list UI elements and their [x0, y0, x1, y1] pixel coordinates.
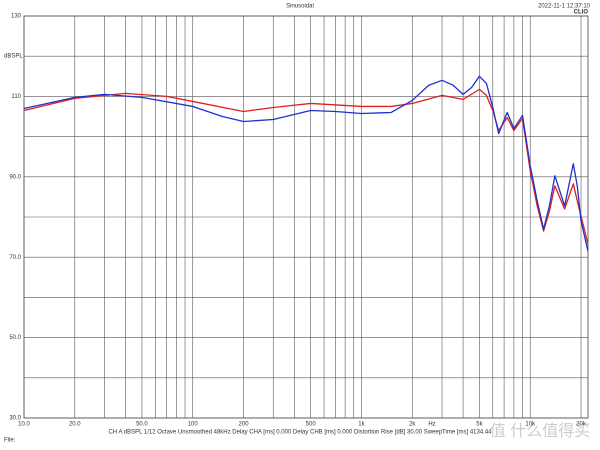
x-axis-unit: Hz — [428, 422, 435, 428]
footer: CH A dBSPL 1/12 Octave Unsmoothed 48kHz … — [108, 430, 492, 436]
y-tick-label: 110 — [11, 94, 21, 100]
y-axis-label: dBSPL — [4, 54, 23, 60]
y-tick-label: 130 — [11, 14, 22, 20]
file-label: File: — [4, 438, 16, 444]
x-tick-label: 50.0 — [136, 422, 148, 428]
y-tick-label: 50.0 — [9, 335, 21, 341]
chart-title: Sinusoidal — [286, 4, 314, 10]
x-tick-label: 100 — [188, 422, 199, 428]
x-tick-label: 20k — [576, 422, 587, 428]
watermark: 值 什么值得买 — [490, 422, 590, 440]
brand: CLIO — [574, 10, 589, 16]
x-tick-label: 10k — [525, 422, 536, 428]
timestamp: 2022-11-1 12:37:10 — [538, 4, 591, 10]
y-tick-label: 90.0 — [9, 174, 21, 180]
x-tick-label: 2k — [409, 422, 416, 428]
y-tick-label: 30.0 — [9, 416, 21, 422]
y-tick-label: 70.0 — [9, 255, 21, 261]
x-tick-label: 10.0 — [18, 422, 30, 428]
x-tick-label: 5k — [476, 422, 483, 428]
x-tick-label: 20.0 — [69, 422, 81, 428]
x-tick-label: 200 — [239, 422, 250, 428]
series-line — [23, 75, 589, 252]
x-tick-label: 1k — [358, 422, 365, 428]
x-tick-label: 500 — [306, 422, 317, 428]
series-line — [23, 88, 589, 245]
